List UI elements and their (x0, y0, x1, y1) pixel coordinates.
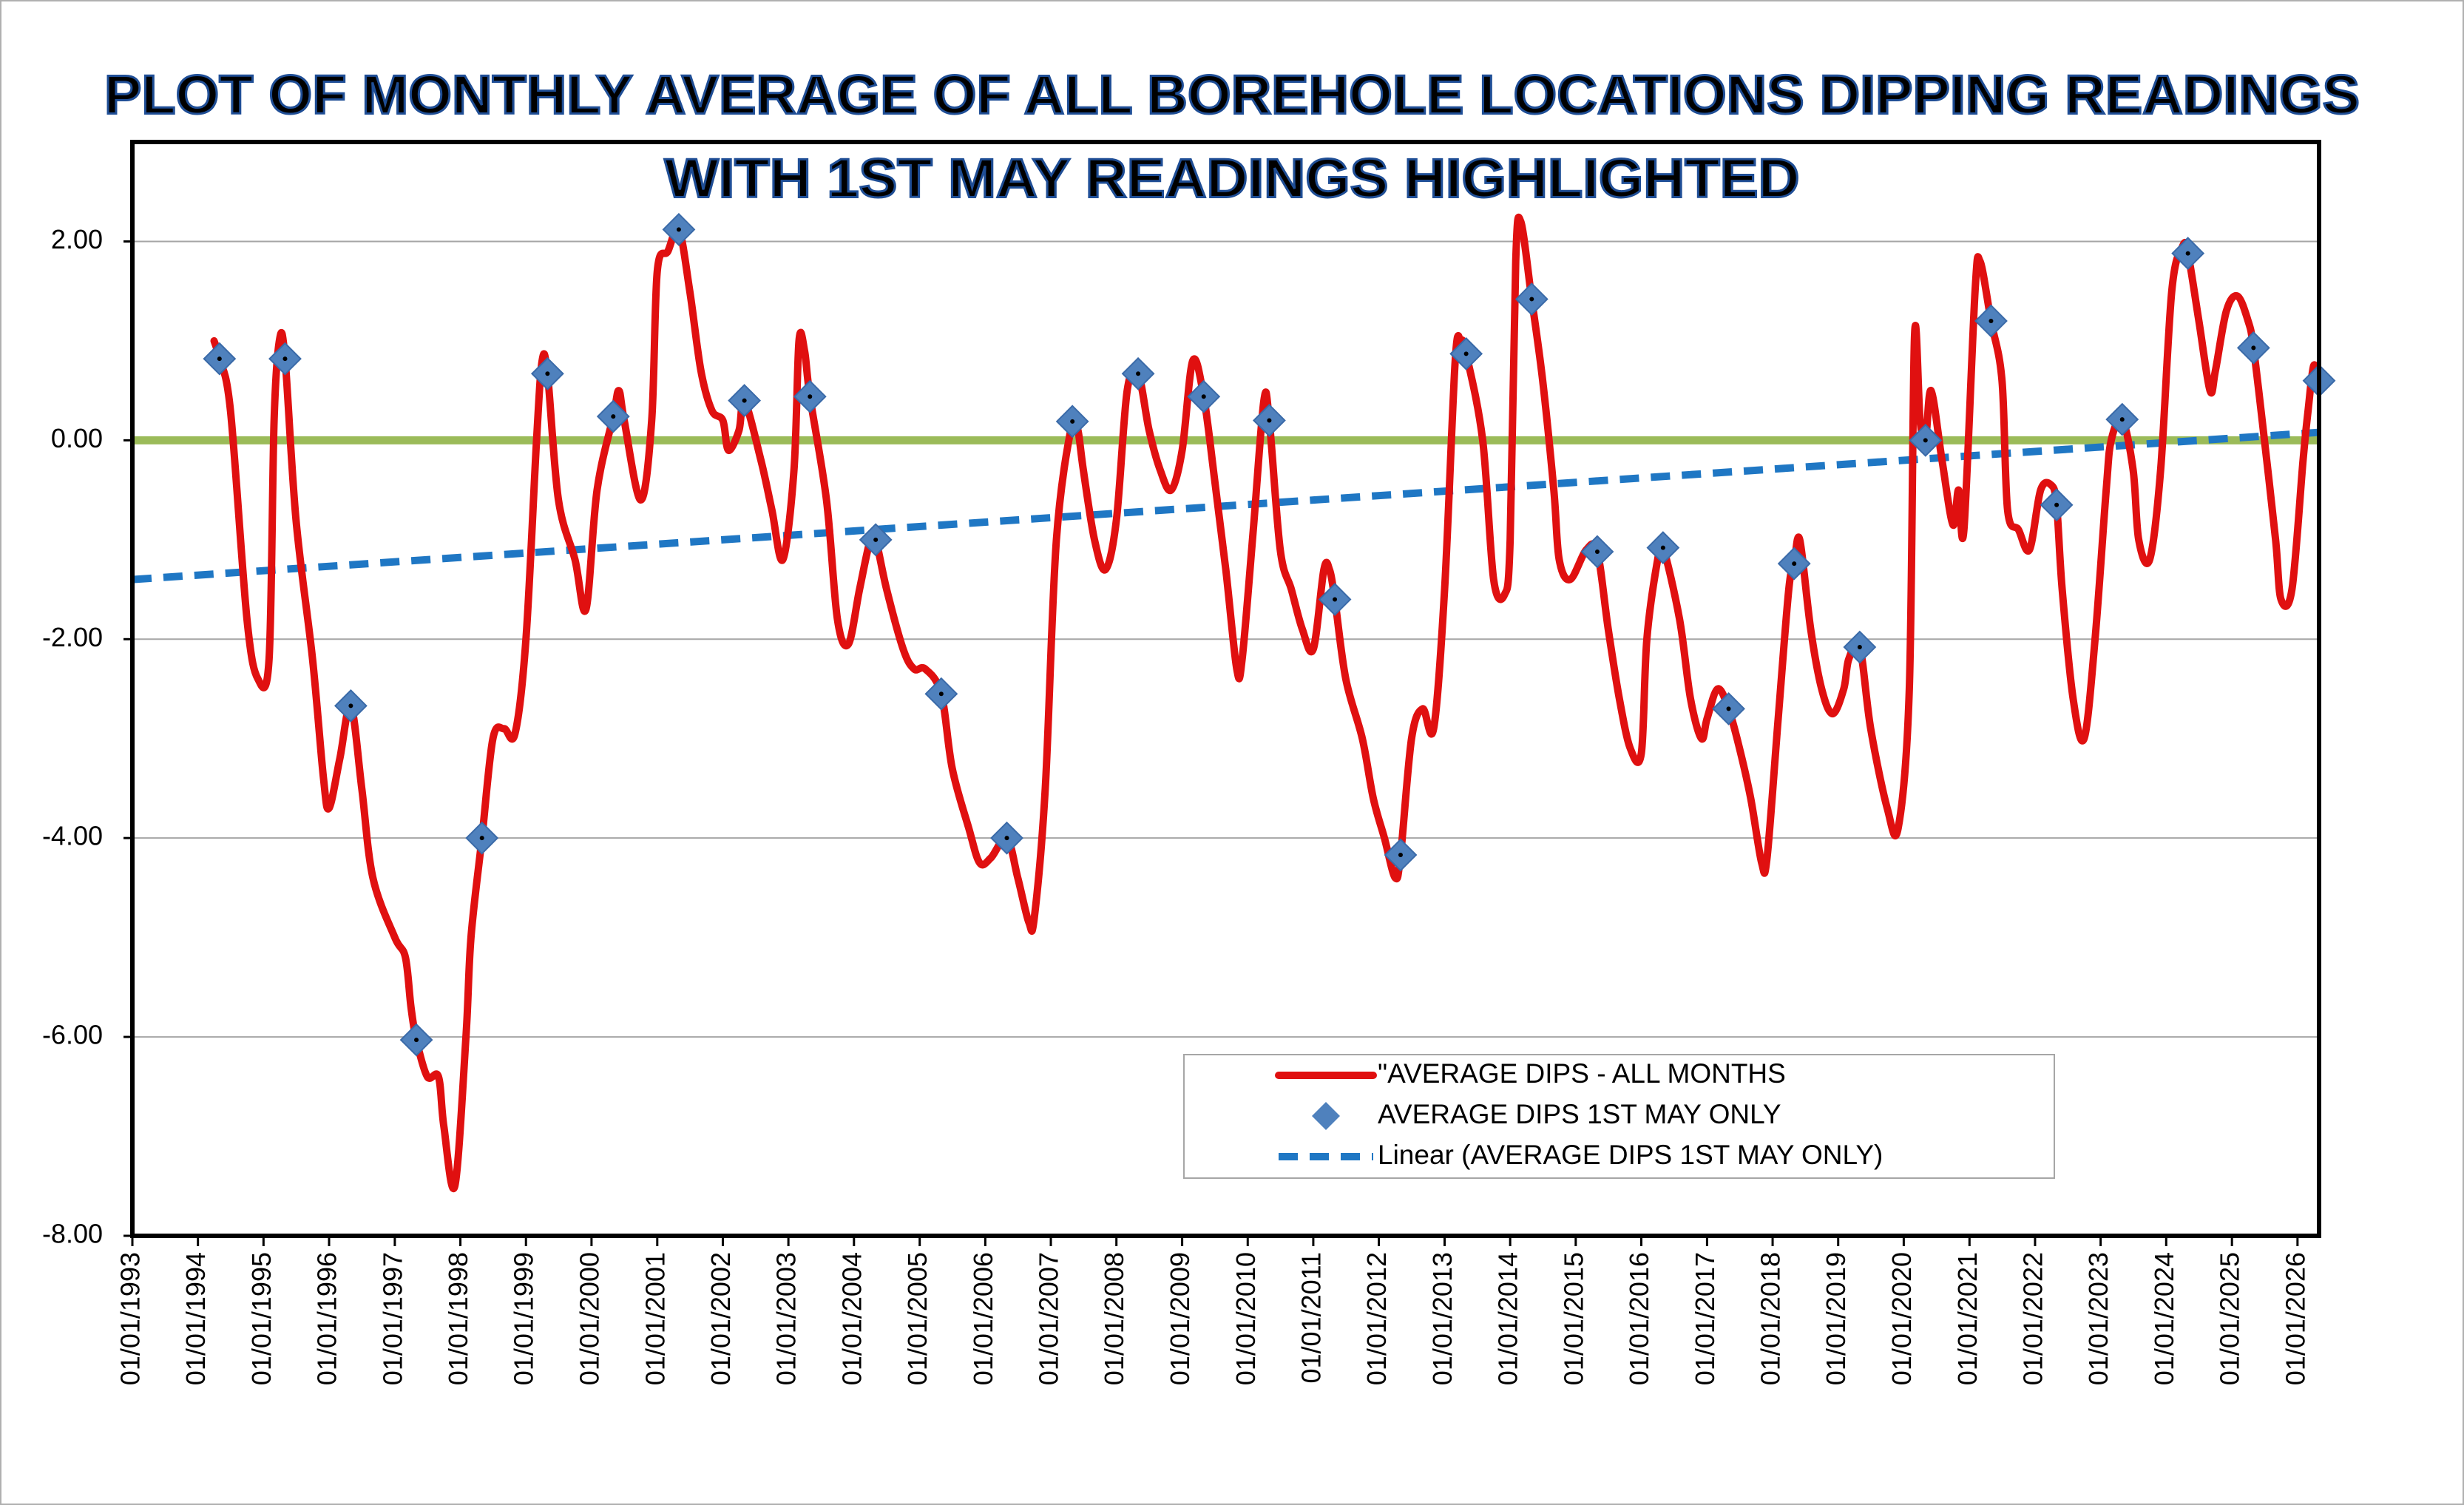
marker-dot (873, 537, 879, 542)
x-tick-label: 01/01/2021 (1952, 1252, 1983, 1385)
x-tick-label: 01/01/2013 (1427, 1252, 1458, 1385)
marker-dot (348, 703, 353, 708)
marker-dot (1070, 419, 1075, 424)
legend-label: "AVERAGE DIPS - ALL MONTHS (1378, 1058, 1786, 1089)
y-tick-label: -8.00 (42, 1219, 103, 1249)
marker-dot (1004, 836, 1009, 841)
x-tick-label: 01/01/2025 (2215, 1252, 2245, 1385)
marker-dot (2185, 251, 2190, 256)
marker-dot (282, 356, 288, 362)
marker-dot (742, 398, 747, 403)
x-tick-label: 01/01/2003 (771, 1252, 802, 1385)
marker-dot (1792, 561, 1797, 567)
marker-dot (1398, 853, 1403, 858)
marker-dot (1923, 438, 1928, 443)
marker-dot (1333, 597, 1338, 602)
x-tick-label: 01/01/2006 (968, 1252, 998, 1385)
x-tick-label: 01/01/1994 (180, 1252, 211, 1385)
x-tick-label: 01/01/1997 (377, 1252, 407, 1385)
marker-dot (2054, 502, 2059, 507)
y-tick-label: 0.00 (51, 423, 103, 453)
marker-dot (1136, 371, 1141, 376)
y-tick-label: 2.00 (51, 224, 103, 254)
x-tick-label: 01/01/2008 (1099, 1252, 1129, 1385)
x-tick-label: 01/01/2000 (574, 1252, 604, 1385)
x-tick-label: 01/01/2009 (1165, 1252, 1195, 1385)
x-tick-label: 01/01/1993 (115, 1252, 146, 1385)
x-tick-label: 01/01/2015 (1558, 1252, 1588, 1385)
marker-dot (1594, 549, 1600, 554)
marker-dot (479, 836, 484, 841)
data-line (210, 213, 2323, 1192)
x-tick-label: 01/01/2024 (2149, 1252, 2179, 1385)
y-tick-label: -2.00 (42, 622, 103, 652)
marker-dot (1660, 545, 1665, 550)
x-tick-label: 01/01/2001 (640, 1252, 670, 1385)
marker-dot (1463, 351, 1469, 356)
x-tick-label: 01/01/2005 (902, 1252, 933, 1385)
x-tick-label: 01/01/2020 (1886, 1252, 1917, 1385)
x-tick-label: 01/01/1999 (509, 1252, 539, 1385)
x-tick-label: 01/01/2018 (1756, 1252, 1786, 1385)
chart-title: WITH 1ST MAY READINGS HIGHLIGHTED (665, 148, 1800, 209)
x-tick-label: 01/01/1996 (312, 1252, 342, 1385)
x-tick-label: 01/01/1998 (443, 1252, 473, 1385)
x-tick-label: 01/01/2022 (2017, 1252, 2048, 1385)
marker-dot (1267, 418, 1272, 423)
marker-dot (414, 1038, 419, 1043)
marker-dot (611, 414, 616, 419)
x-tick-label: 01/01/2017 (1690, 1252, 1720, 1385)
x-tick-label: 01/01/2012 (1361, 1252, 1392, 1385)
x-tick-label: 01/01/2023 (2083, 1252, 2113, 1385)
marker-dot (1201, 394, 1206, 399)
marker-dot (545, 371, 550, 376)
x-tick-label: 01/01/2004 (836, 1252, 867, 1385)
x-tick-label: 01/01/2007 (1034, 1252, 1064, 1385)
marker-dot (2119, 417, 2125, 422)
legend-marker (1312, 1102, 1340, 1130)
marker-dot (676, 227, 681, 232)
chart-title: PLOT OF MONTHLY AVERAGE OF ALL BOREHOLE … (104, 64, 2360, 126)
marker-dot (1989, 319, 1994, 324)
x-tick-label: 01/01/2010 (1231, 1252, 1261, 1385)
marker-dot (1726, 706, 1731, 711)
x-tick-label: 01/01/1995 (246, 1252, 277, 1385)
legend-label: AVERAGE DIPS 1ST MAY ONLY (1378, 1099, 1781, 1129)
trend-line (132, 428, 2320, 584)
x-tick-label: 01/01/2026 (2280, 1252, 2310, 1385)
marker-dot (938, 691, 944, 697)
marker-dot (2251, 345, 2256, 351)
marker-dot (808, 394, 813, 399)
marker-dot (1529, 297, 1534, 302)
legend-label: Linear (AVERAGE DIPS 1ST MAY ONLY) (1378, 1140, 1883, 1170)
x-tick-label: 01/01/2002 (705, 1252, 736, 1385)
x-tick-label: 01/01/2016 (1624, 1252, 1654, 1385)
x-tick-label: 01/01/2011 (1296, 1252, 1326, 1384)
marker-dot (217, 356, 222, 362)
marker-dot (1857, 645, 1862, 650)
y-tick-label: -4.00 (42, 821, 103, 851)
plot-frame (130, 140, 2321, 1238)
y-tick-label: -6.00 (42, 1020, 103, 1050)
x-tick-label: 01/01/2014 (1493, 1252, 1523, 1385)
x-tick-label: 01/01/2019 (1821, 1252, 1851, 1385)
